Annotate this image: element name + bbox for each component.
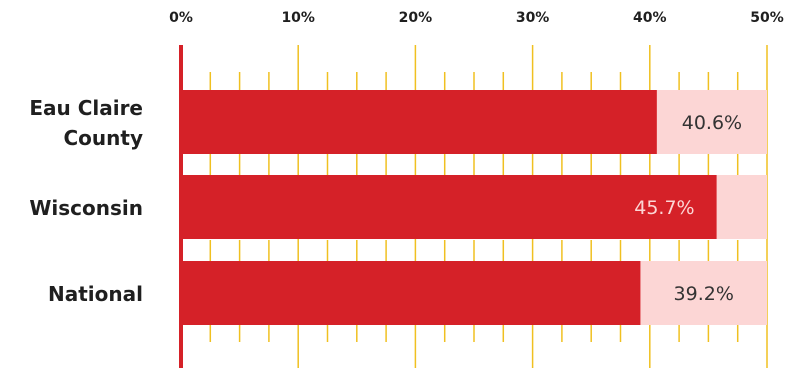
data-label: 40.6% [682,112,742,134]
x-tick-label: 20% [399,10,433,26]
x-tick-labels: 0% 10% 20% 30% 40% 50% [169,10,784,26]
x-tick-label: 0% [169,10,193,26]
x-tick-label: 40% [633,10,667,26]
category-label: Wisconsin [29,196,143,220]
category-label: National [48,282,143,306]
bar-group: 45.7% [181,175,767,239]
bar [181,90,657,154]
bar-group: 39.2% [181,261,767,325]
x-tick-label: 50% [750,10,784,26]
category-label: County [64,126,144,150]
bars-layer: 40.6% 45.7% 39.2% [181,90,767,325]
x-tick-label: 30% [516,10,550,26]
x-tick-label: 10% [281,10,315,26]
data-label: 45.7% [634,197,694,219]
bar-group: 40.6% [181,90,767,154]
category-label: Eau Claire [29,96,143,120]
bar [181,261,641,325]
bar [181,175,717,239]
category-labels: Eau Claire County Wisconsin National [29,96,143,306]
data-label: 39.2% [674,283,734,305]
